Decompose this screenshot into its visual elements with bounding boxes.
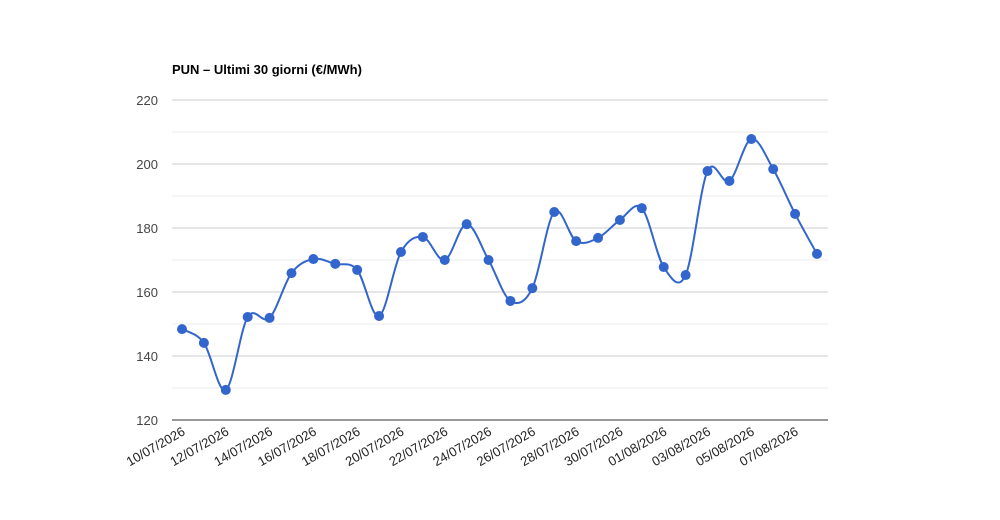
data-point — [527, 283, 538, 294]
data-point — [220, 384, 231, 395]
data-point — [177, 324, 187, 335]
data-point — [658, 262, 669, 273]
data-point — [483, 255, 494, 265]
data-point — [330, 258, 341, 269]
data-point — [790, 208, 801, 219]
data-point — [549, 207, 560, 217]
y-tick-label: 220 — [136, 93, 158, 108]
data-point — [308, 254, 319, 265]
y-tick-label: 160 — [136, 285, 158, 300]
y-tick-label: 120 — [136, 413, 158, 428]
data-point — [636, 203, 647, 214]
data-point — [264, 312, 275, 323]
data-point — [746, 134, 757, 145]
data-point — [593, 232, 604, 243]
data-point — [724, 175, 735, 186]
data-point — [242, 311, 253, 322]
data-point — [374, 311, 385, 321]
data-point — [286, 268, 297, 279]
data-point — [614, 215, 625, 225]
data-point — [417, 231, 428, 242]
data-point — [812, 248, 822, 259]
data-point — [352, 264, 363, 275]
data-point — [505, 295, 516, 306]
data-point — [461, 219, 472, 230]
data-point — [395, 247, 406, 257]
y-tick-label: 200 — [136, 157, 158, 172]
chart-title: PUN – Ultimi 30 giorni (€/MWh) — [172, 62, 362, 77]
data-point — [198, 337, 209, 348]
data-point — [702, 166, 713, 177]
y-tick-label: 180 — [136, 221, 158, 236]
data-point — [571, 236, 582, 247]
data-point — [680, 270, 691, 281]
y-tick-label: 140 — [136, 349, 158, 364]
series-line — [181, 138, 818, 391]
data-point — [439, 255, 450, 265]
data-point — [768, 164, 779, 175]
